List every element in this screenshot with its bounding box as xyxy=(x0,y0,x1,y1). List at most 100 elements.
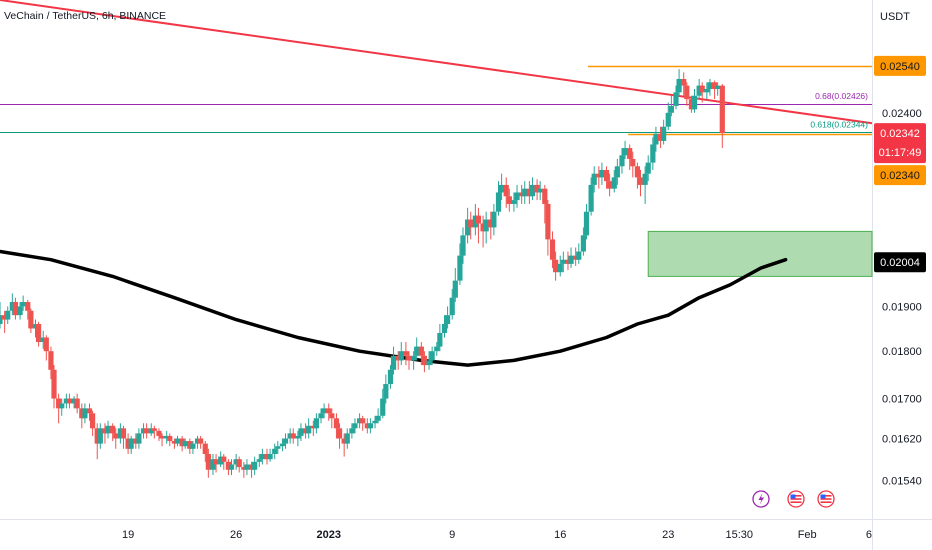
candle-body xyxy=(688,99,695,110)
candle-body xyxy=(534,184,540,193)
candle-body xyxy=(5,310,11,320)
candle xyxy=(221,453,227,470)
candle xyxy=(699,82,705,103)
candle-body xyxy=(684,85,690,100)
candle xyxy=(537,181,543,201)
candle-body xyxy=(657,133,664,141)
price-tag-bg xyxy=(874,252,926,273)
candle xyxy=(506,188,512,212)
candle-body xyxy=(414,346,420,356)
candle-body xyxy=(367,423,374,429)
symbol-title: VeChain / TetherUS, 6h, BINANCE xyxy=(4,10,166,22)
candle xyxy=(676,69,682,96)
candle xyxy=(210,453,216,476)
candle xyxy=(133,433,139,449)
candle xyxy=(48,346,54,380)
candle-body xyxy=(35,324,42,343)
candle xyxy=(321,403,327,419)
candle-body xyxy=(144,428,150,434)
candle xyxy=(144,423,150,439)
candle xyxy=(120,425,127,449)
candle xyxy=(290,428,296,444)
candle xyxy=(259,448,265,465)
candle xyxy=(148,423,154,436)
candle xyxy=(426,351,432,370)
candle xyxy=(86,403,93,421)
candle-body xyxy=(653,133,659,145)
candle-body xyxy=(228,464,235,470)
time-tick: 9 xyxy=(449,529,455,541)
candle xyxy=(526,181,532,204)
candle-body xyxy=(40,337,46,343)
candle xyxy=(588,177,594,216)
price-tag-1: 0.02342 01:17:49 xyxy=(874,123,926,164)
candle-body xyxy=(164,435,170,439)
candle xyxy=(452,268,458,303)
horizontal-levels xyxy=(0,65,872,136)
candle-body xyxy=(565,259,571,264)
candle xyxy=(367,418,374,434)
flag-us-icon-2[interactable] xyxy=(817,490,835,508)
candle-body xyxy=(622,148,628,156)
candle xyxy=(542,184,548,224)
candle-body xyxy=(495,192,502,212)
candle xyxy=(113,428,119,449)
candle xyxy=(545,200,551,256)
candle-body xyxy=(63,398,69,404)
candle-body xyxy=(472,215,478,228)
candle xyxy=(205,448,211,478)
candle xyxy=(603,166,610,189)
candle-body xyxy=(17,306,23,316)
fib-label-2: 0.618(0.02344) xyxy=(810,119,868,129)
candle xyxy=(0,302,3,329)
ma-line xyxy=(0,249,788,367)
candle-body xyxy=(434,346,440,352)
candle xyxy=(418,342,424,366)
price-tick: 0.01620 xyxy=(882,433,922,445)
candle-body xyxy=(537,188,543,193)
candle-body xyxy=(580,235,586,252)
candle xyxy=(441,315,448,338)
candle-body xyxy=(74,398,80,409)
candle-body xyxy=(375,415,381,421)
candle xyxy=(622,140,628,159)
candle-body xyxy=(560,259,566,264)
candle xyxy=(704,82,710,100)
flag-us-icon[interactable] xyxy=(787,490,805,508)
candle-body xyxy=(406,355,412,361)
candle-body xyxy=(272,448,278,454)
candle-body xyxy=(90,413,96,429)
candle-body xyxy=(465,219,471,236)
candle-body xyxy=(421,355,428,366)
candle-body xyxy=(117,428,123,439)
lightning-icon[interactable] xyxy=(752,490,770,508)
candle-body xyxy=(619,155,625,167)
candle xyxy=(275,441,281,454)
candle-body xyxy=(676,78,682,93)
candle xyxy=(9,293,15,316)
candle xyxy=(614,158,620,185)
candle-body xyxy=(302,428,309,434)
candle-body xyxy=(25,302,31,311)
candle-body xyxy=(526,188,532,197)
candle-body xyxy=(295,435,301,439)
candle xyxy=(236,456,242,473)
candle-body xyxy=(591,173,597,185)
candle xyxy=(406,351,412,370)
candle xyxy=(390,346,397,375)
candle-body xyxy=(275,446,281,449)
candle xyxy=(105,420,111,439)
candle xyxy=(179,435,185,452)
candle xyxy=(642,166,648,204)
candle-body xyxy=(390,355,397,370)
candle xyxy=(411,351,417,370)
candle xyxy=(681,72,687,96)
trendline xyxy=(0,0,873,125)
candle xyxy=(591,166,597,193)
time-axis[interactable]: 19 26 2023 9 16 23 15:30 Feb 6 xyxy=(122,529,872,541)
candle xyxy=(653,126,659,152)
candle xyxy=(32,319,39,338)
candle xyxy=(295,430,301,447)
candle-body xyxy=(213,459,219,465)
